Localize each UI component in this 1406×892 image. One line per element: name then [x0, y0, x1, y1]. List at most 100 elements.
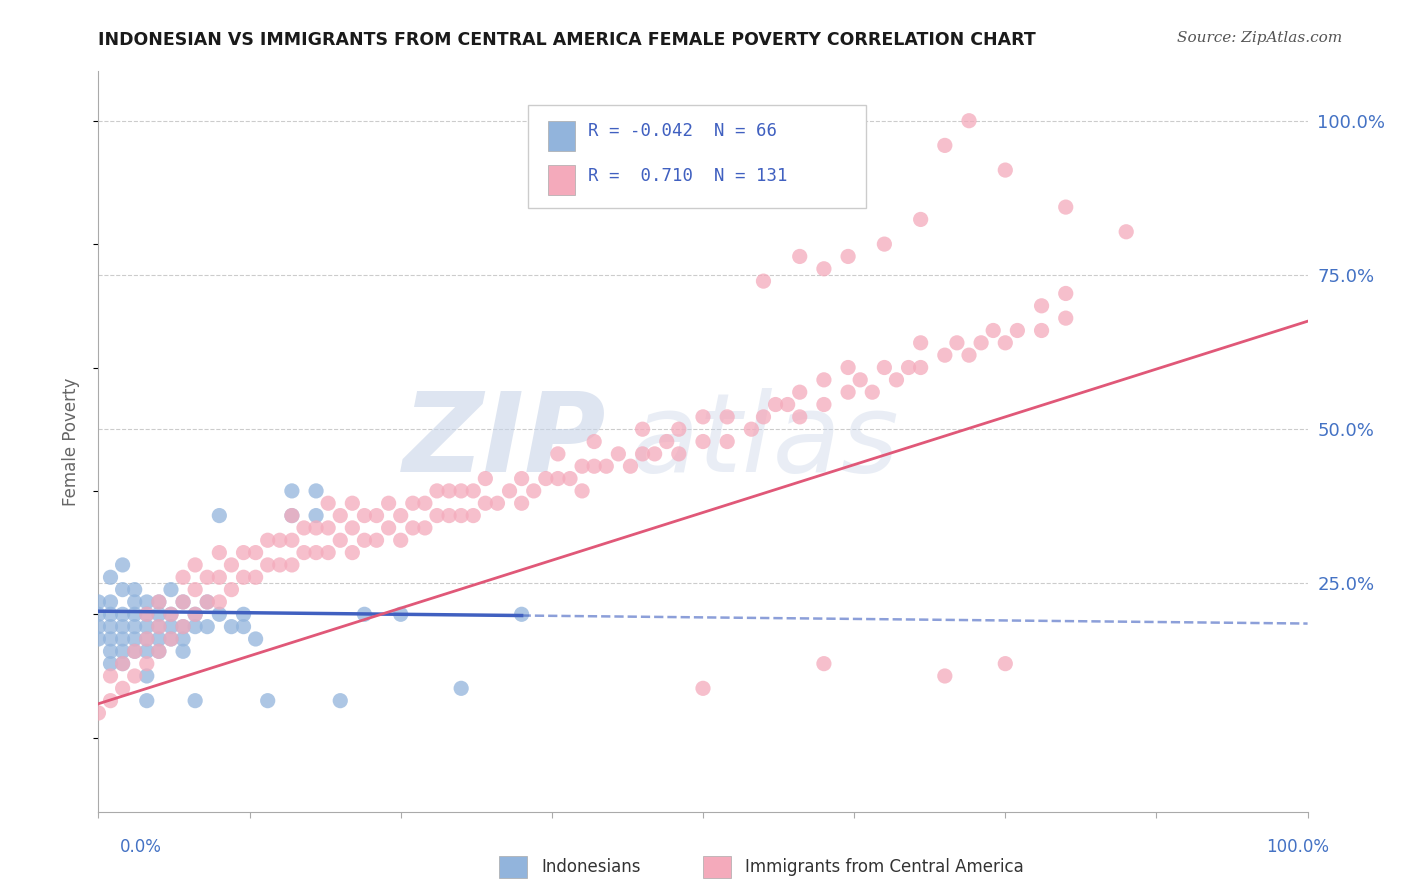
- Point: [776, 398, 799, 412]
- Point: [245, 570, 267, 584]
- Point: [305, 483, 328, 498]
- Point: [547, 447, 569, 461]
- Point: [160, 607, 183, 622]
- Point: [245, 632, 267, 646]
- Point: [100, 595, 122, 609]
- Point: [1031, 299, 1053, 313]
- Point: [87, 706, 110, 720]
- Point: [195, 595, 218, 609]
- Point: [426, 508, 449, 523]
- Point: [607, 447, 630, 461]
- Point: [269, 533, 291, 548]
- Point: [135, 669, 157, 683]
- Point: [463, 508, 485, 523]
- Point: [765, 398, 787, 412]
- Point: [474, 472, 496, 486]
- Point: [245, 546, 267, 560]
- Point: [184, 607, 207, 622]
- Point: [111, 657, 134, 671]
- Point: [281, 483, 304, 498]
- Point: [195, 570, 218, 584]
- Point: [813, 373, 835, 387]
- Point: [437, 508, 460, 523]
- Point: [87, 632, 110, 646]
- Point: [111, 644, 134, 658]
- Point: [172, 632, 194, 646]
- Point: [184, 582, 207, 597]
- Point: [994, 335, 1017, 350]
- Point: [135, 632, 157, 646]
- Point: [305, 521, 328, 535]
- Point: [195, 595, 218, 609]
- Point: [135, 607, 157, 622]
- Point: [111, 632, 134, 646]
- Point: [934, 669, 956, 683]
- Point: [316, 546, 339, 560]
- Text: Immigrants from Central America: Immigrants from Central America: [745, 858, 1024, 876]
- Point: [184, 694, 207, 708]
- Point: [148, 632, 170, 646]
- Point: [100, 669, 122, 683]
- Point: [353, 533, 375, 548]
- Point: [281, 533, 304, 548]
- Point: [668, 422, 690, 436]
- Point: [148, 620, 170, 634]
- Point: [981, 324, 1004, 338]
- Point: [558, 472, 581, 486]
- Point: [148, 644, 170, 658]
- Point: [837, 360, 859, 375]
- Point: [510, 496, 533, 510]
- Point: [281, 508, 304, 523]
- Point: [353, 508, 375, 523]
- Point: [100, 570, 122, 584]
- Point: [87, 607, 110, 622]
- Point: [195, 620, 218, 634]
- Point: [366, 533, 388, 548]
- Point: [486, 496, 509, 510]
- Point: [437, 483, 460, 498]
- Point: [135, 595, 157, 609]
- Point: [208, 607, 231, 622]
- Point: [292, 546, 315, 560]
- Point: [1031, 324, 1053, 338]
- Point: [837, 250, 859, 264]
- Point: [631, 447, 654, 461]
- Text: R = -0.042  N = 66: R = -0.042 N = 66: [588, 121, 778, 139]
- Point: [1054, 200, 1077, 214]
- Point: [172, 595, 194, 609]
- Point: [148, 595, 170, 609]
- Point: [87, 620, 110, 634]
- Point: [463, 483, 485, 498]
- Point: [583, 459, 606, 474]
- Point: [510, 607, 533, 622]
- Point: [813, 657, 835, 671]
- Point: [716, 409, 738, 424]
- Point: [426, 483, 449, 498]
- Text: 0.0%: 0.0%: [120, 838, 162, 855]
- Point: [160, 620, 183, 634]
- Point: [111, 558, 134, 572]
- Point: [232, 607, 254, 622]
- Point: [342, 496, 364, 510]
- Text: Source: ZipAtlas.com: Source: ZipAtlas.com: [1177, 31, 1343, 45]
- Point: [692, 681, 714, 696]
- Point: [655, 434, 678, 449]
- FancyBboxPatch shape: [527, 104, 866, 209]
- Point: [305, 546, 328, 560]
- Point: [221, 620, 243, 634]
- Point: [389, 533, 412, 548]
- Point: [970, 335, 993, 350]
- Point: [100, 657, 122, 671]
- Point: [849, 373, 872, 387]
- Point: [789, 409, 811, 424]
- Point: [100, 632, 122, 646]
- Point: [100, 620, 122, 634]
- Point: [100, 644, 122, 658]
- Point: [740, 422, 762, 436]
- Point: [221, 558, 243, 572]
- Point: [1054, 286, 1077, 301]
- Point: [172, 570, 194, 584]
- Point: [752, 274, 775, 288]
- Point: [148, 620, 170, 634]
- Point: [837, 385, 859, 400]
